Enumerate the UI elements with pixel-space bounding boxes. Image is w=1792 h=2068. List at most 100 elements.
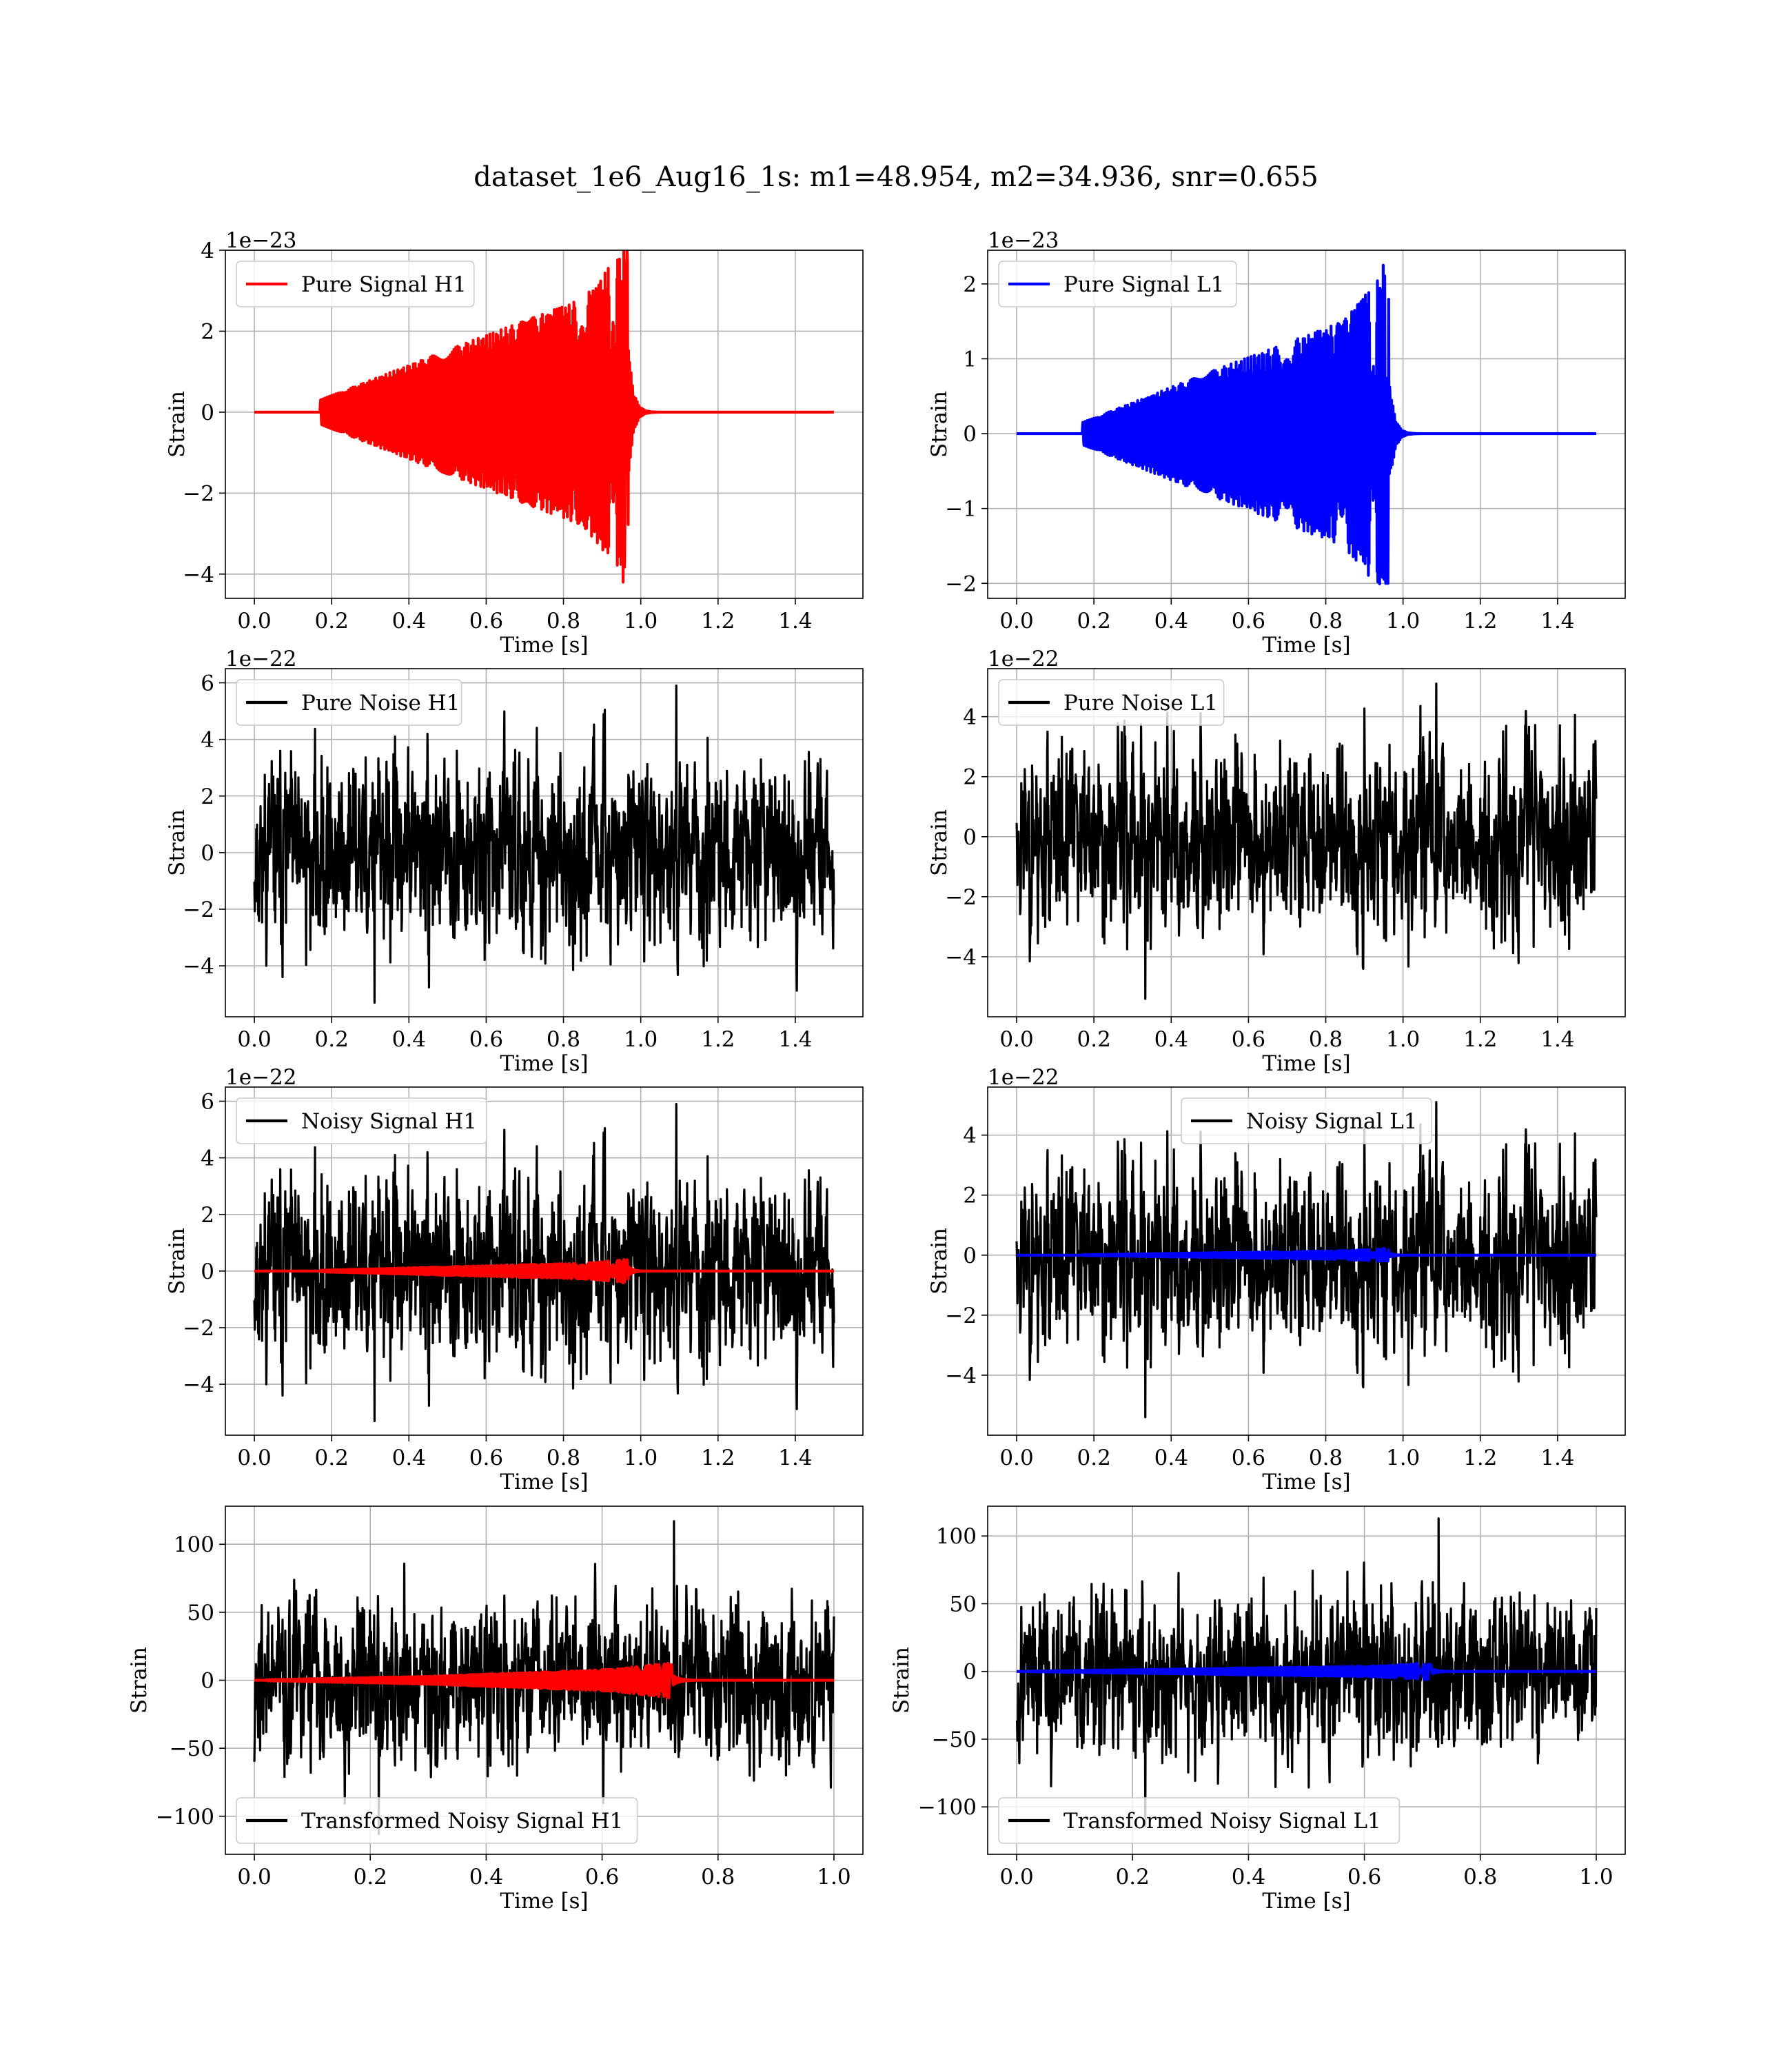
legend-box (998, 261, 1237, 307)
y-tick-label: −2 (945, 1304, 977, 1328)
x-tick-label: 0.2 (315, 1027, 349, 1052)
panels: 0.0 0.2 0.4 0.6 0.8 1.0 1.2 1.4 −4 −2 0 2 4 Time [s] S… (127, 228, 1626, 1914)
x-tick-label: 0.0 (999, 1865, 1033, 1889)
x-axis-label: Time [s] (1262, 633, 1350, 658)
plot-area (253, 250, 835, 584)
x-tick-label: 0.0 (237, 1865, 271, 1889)
x-tick-label: 1.2 (701, 1027, 735, 1052)
legend-label: Transformed Noisy Signal H1 (301, 1809, 623, 1834)
y-tick-label: −1 (945, 497, 977, 522)
x-tick-label: 1.0 (624, 1027, 658, 1052)
axes-frame (987, 1506, 1626, 1855)
y-tick-label: −50 (170, 1736, 214, 1761)
legend: Noisy Signal H1 (236, 1097, 487, 1144)
x-tick-label: 1.2 (701, 609, 735, 633)
x-tick-label: 0.0 (999, 1446, 1033, 1470)
y-tick-label: 6 (201, 671, 214, 696)
x-tick-label: 1.2 (1463, 609, 1497, 633)
series-line-1 (1015, 1247, 1598, 1263)
series-line-0 (253, 1520, 835, 1836)
y-tick-label: 0 (963, 825, 977, 850)
legend-label: Noisy Signal L1 (1246, 1109, 1418, 1134)
legend: Pure Noise L1 (998, 679, 1225, 726)
x-tick-label: 0.0 (237, 1027, 271, 1052)
legend: Pure Signal L1 (998, 261, 1237, 307)
series-line-0 (1015, 1101, 1598, 1419)
y-axis-label: Strain (165, 391, 190, 458)
series-line-0 (1015, 682, 1598, 1000)
x-tick-label: 0.4 (1154, 1446, 1188, 1470)
x-tick-label: 1.4 (1540, 609, 1574, 633)
x-tick-label: 0.0 (999, 1027, 1033, 1052)
y-tick-label: 2 (963, 765, 977, 790)
x-tick-label: 0.0 (999, 609, 1033, 633)
y-tick-label: 4 (201, 239, 214, 263)
y-tick-label: 0 (963, 1660, 977, 1685)
y-tick-label: −100 (918, 1795, 977, 1820)
x-tick-label: 0.2 (1116, 1865, 1150, 1889)
legend-label: Transformed Noisy Signal L1 (1063, 1809, 1381, 1834)
x-tick-label: 1.0 (624, 1446, 658, 1470)
chart-noisy-signal-l1: 0.0 0.2 0.4 0.6 0.8 1.0 1.2 1.4 −4 −2 0 2 4 Time [s] S… (927, 1065, 1626, 1494)
y-tick-label: 50 (950, 1592, 977, 1616)
plot-area (1015, 263, 1598, 586)
x-tick-label: 0.8 (701, 1865, 735, 1889)
x-tick-label: 0.0 (237, 609, 271, 633)
x-tick-label: 1.4 (778, 1027, 812, 1052)
y-tick-label: −2 (183, 1316, 214, 1341)
x-tick-label: 0.8 (1309, 1446, 1343, 1470)
x-tick-label: 0.2 (1077, 1027, 1111, 1052)
x-tick-label: 1.2 (1463, 1446, 1497, 1470)
offset-text: 1e−22 (988, 647, 1059, 671)
y-tick-label: −4 (945, 945, 977, 970)
plot-area (1015, 682, 1598, 1000)
offset-text: 1e−22 (988, 1065, 1059, 1090)
y-tick-label: 2 (963, 272, 977, 297)
y-tick-label: 2 (201, 319, 214, 344)
x-axis-label: Time [s] (1262, 1889, 1350, 1914)
x-tick-label: 0.6 (1232, 609, 1265, 633)
x-tick-label: 0.6 (1232, 1446, 1265, 1470)
legend-label: Noisy Signal H1 (301, 1109, 477, 1134)
x-tick-label: 0.6 (469, 1446, 503, 1470)
x-tick-label: 0.6 (1347, 1865, 1381, 1889)
x-tick-label: 0.4 (469, 1865, 503, 1889)
offset-text: 1e−23 (988, 228, 1059, 253)
y-tick-label: −2 (945, 885, 977, 910)
legend-box (236, 261, 475, 307)
x-tick-label: 1.0 (817, 1865, 851, 1889)
chart-pure-noise-l1: 0.0 0.2 0.4 0.6 0.8 1.0 1.2 1.4 −4 −2 0 2 4 Time [s] S… (927, 647, 1626, 1076)
y-axis-label: Strain (127, 1647, 152, 1714)
chart-noisy-signal-h1: 0.0 0.2 0.4 0.6 0.8 1.0 1.2 1.4 −4 −2 0 2 4 6 Time [s]… (165, 1065, 864, 1494)
legend-label: Pure Noise H1 (301, 691, 460, 716)
x-tick-label: 1.0 (1386, 1446, 1420, 1470)
figure-title: dataset_1e6_Aug16_1s: m1=48.954, m2=34.9… (474, 161, 1318, 193)
y-tick-label: −100 (156, 1805, 214, 1829)
series-line-0 (253, 1103, 835, 1423)
series-line-0 (1015, 1517, 1598, 1827)
y-axis-label: Strain (927, 1228, 952, 1295)
y-tick-label: 6 (201, 1090, 214, 1115)
y-tick-label: −4 (183, 1372, 214, 1397)
x-tick-label: 0.8 (547, 1027, 580, 1052)
x-tick-label: 1.0 (624, 609, 658, 633)
legend-box (236, 1097, 487, 1144)
x-tick-label: 1.4 (1540, 1027, 1574, 1052)
legend: Transformed Noisy Signal H1 (236, 1797, 638, 1844)
x-tick-label: 0.2 (1077, 1446, 1111, 1470)
offset-text: 1e−22 (225, 1065, 297, 1090)
y-tick-label: 4 (201, 1146, 214, 1171)
x-tick-label: 0.2 (1077, 609, 1111, 633)
y-axis-label: Strain (165, 809, 190, 876)
legend-box (236, 679, 462, 726)
y-tick-label: 0 (963, 422, 977, 447)
series-line-1 (253, 1258, 835, 1285)
chart-transformed-noisy-signal-h1: 0.0 0.2 0.4 0.6 0.8 1.0 −100 −50 0 50 100 Time [s] S… (127, 1506, 864, 1914)
x-tick-label: 0.6 (469, 1027, 503, 1052)
axes-frame (225, 668, 864, 1017)
x-tick-label: 0.8 (1463, 1865, 1497, 1889)
series-line-1 (253, 1662, 835, 1700)
axes-frame (987, 668, 1626, 1017)
x-tick-label: 1.0 (1386, 609, 1420, 633)
series-line-1 (1015, 1661, 1598, 1681)
